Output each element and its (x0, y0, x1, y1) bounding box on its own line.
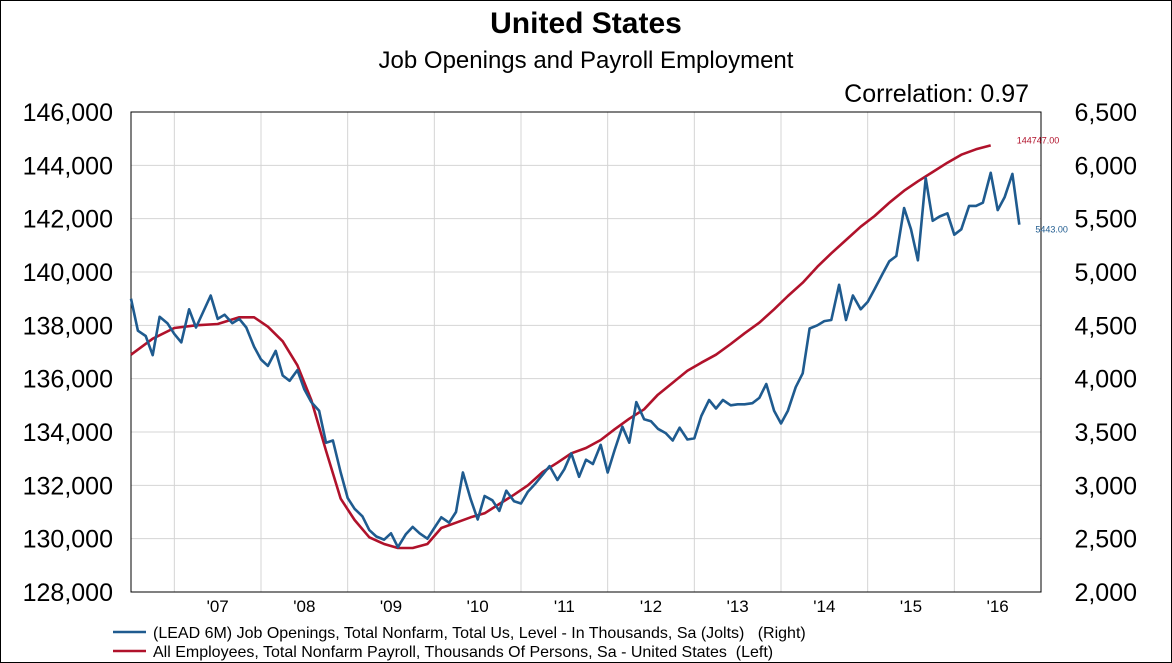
right-y-tick-label: 2,000 (1074, 579, 1137, 607)
grid (131, 111, 1042, 593)
end-labels: 144747.00 5443.00 (1017, 135, 1068, 234)
x-tick-label: '12 (640, 597, 662, 616)
job-openings-end-label: 5443.00 (1035, 225, 1068, 235)
right-y-tick-label: 2,500 (1074, 526, 1137, 554)
right-y-tick-label: 6,000 (1074, 152, 1137, 180)
x-tick-label: '08 (293, 597, 315, 616)
x-tick-label: '14 (813, 597, 835, 616)
right-y-tick-label: 6,500 (1074, 99, 1137, 127)
left-y-tick-label: 140,000 (23, 259, 113, 287)
left-y-tick-label: 144,000 (23, 152, 113, 180)
x-tick-label: '15 (900, 597, 922, 616)
x-tick-label: '16 (987, 597, 1009, 616)
x-tick-label: '13 (727, 597, 749, 616)
left-y-tick-label: 134,000 (23, 419, 113, 447)
legend-label-payroll: All Employees, Total Nonfarm Payroll, Th… (153, 644, 773, 661)
legend-label-job-openings: (LEAD 6M) Job Openings, Total Nonfarm, T… (153, 625, 806, 642)
chart-title: United States (490, 7, 682, 40)
right-y-tick-label: 3,500 (1074, 419, 1137, 447)
right-y-tick-label: 5,500 (1074, 206, 1137, 234)
left-y-tick-label: 130,000 (23, 526, 113, 554)
payroll-line (130, 144, 992, 550)
right-y-tick-label: 3,000 (1074, 472, 1137, 500)
job-openings-line (129, 171, 1021, 549)
series-layer (129, 144, 1021, 550)
x-axis: '07 '08 '09 '10 '11 '12 '13 '14 '15 '16 (207, 597, 1009, 616)
left-y-tick-label: 146,000 (23, 99, 113, 127)
correlation-annotation: Correlation: 0.97 (844, 80, 1029, 108)
payroll-end-label: 144747.00 (1017, 135, 1060, 145)
left-y-axis: 128,000 130,000 132,000 134,000 136,000 138,0… (23, 99, 113, 607)
left-y-tick-label: 136,000 (23, 366, 113, 394)
left-y-tick-label: 128,000 (23, 579, 113, 607)
plot-area (130, 111, 1042, 593)
right-y-axis: 2,000 2,500 3,000 3,500 4,000 4,500 5,000 5,500… (1074, 99, 1137, 607)
x-tick-label: '11 (554, 597, 575, 616)
right-y-tick-label: 4,500 (1074, 312, 1137, 340)
left-y-tick-label: 138,000 (23, 312, 113, 340)
chart-subtitle: Job Openings and Payroll Employment (379, 47, 794, 74)
left-y-tick-label: 142,000 (23, 206, 113, 234)
left-y-tick-label: 132,000 (23, 472, 113, 500)
legend: (LEAD 6M) Job Openings, Total Nonfarm, T… (113, 625, 806, 661)
x-tick-label: '10 (467, 597, 489, 616)
x-tick-label: '09 (380, 597, 402, 616)
right-y-tick-label: 5,000 (1074, 259, 1137, 287)
right-y-tick-label: 4,000 (1074, 366, 1137, 394)
x-tick-label: '07 (207, 597, 229, 616)
